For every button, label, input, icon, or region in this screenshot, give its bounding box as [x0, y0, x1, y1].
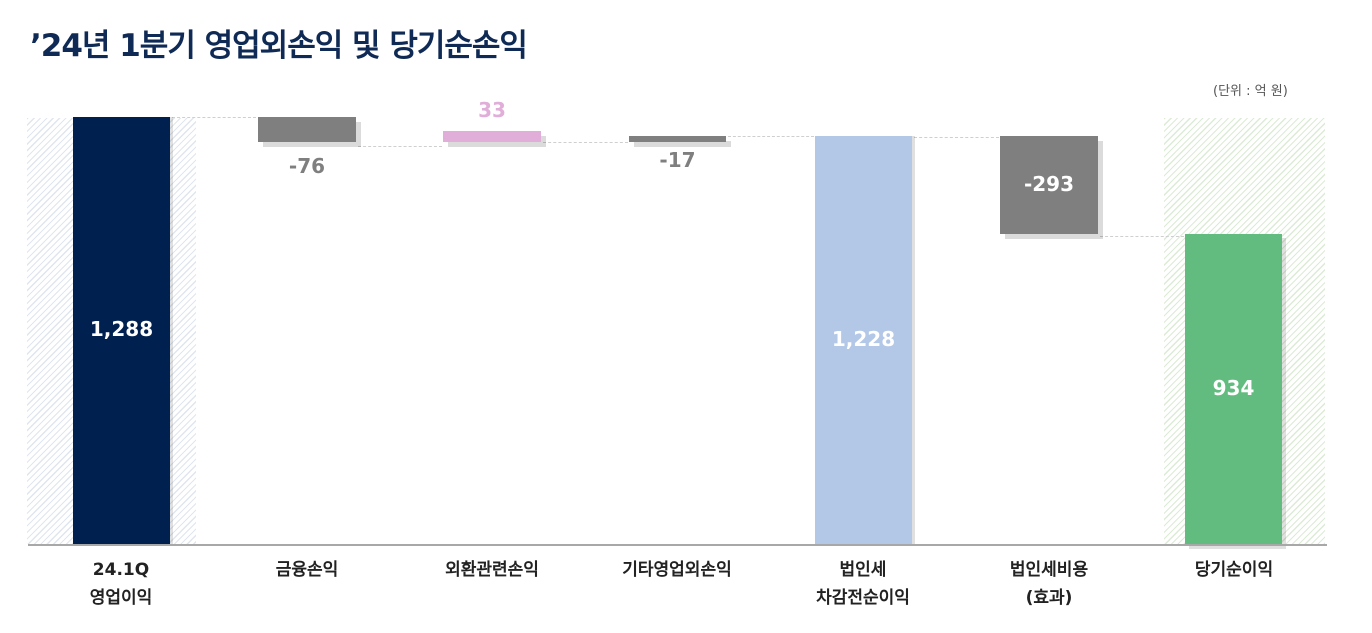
- bar-net-income: [1185, 234, 1282, 545]
- x-label-income-tax: 법인세비용 (효과): [1009, 560, 1089, 608]
- x-label-fx-gain-loss: 외환관련손익: [445, 560, 539, 580]
- x-label-financial-gain-loss: 금융손익: [275, 560, 339, 580]
- bar-fx-gain-loss: [443, 131, 541, 142]
- bar-other-non-operating: [629, 136, 726, 142]
- value-label-net-income: 934: [1212, 376, 1255, 400]
- connector-line: [543, 142, 628, 143]
- bar-income-tax: [1000, 136, 1098, 234]
- chart-title: ’24년 1분기 영업외손익 및 당기순손익: [30, 28, 528, 64]
- connector-line: [358, 146, 442, 147]
- x-label-pretax-income: 법인세 차감전순이익: [816, 560, 910, 608]
- value-label-other-non-operating: -17: [659, 148, 696, 172]
- value-label-fx-gain-loss: 33: [478, 98, 506, 122]
- bar-pretax-income: [815, 136, 912, 545]
- value-label-income-tax: -293: [1023, 172, 1075, 196]
- x-axis-baseline: [28, 544, 1327, 546]
- bar-financial-gain-loss: [258, 117, 356, 142]
- unit-label: (단위 : 억 원): [1213, 84, 1288, 99]
- x-label-net-income: 당기순이익: [1194, 560, 1274, 580]
- x-label-operating-profit: 24.1Q 영업이익: [89, 560, 153, 608]
- connector-line: [172, 117, 256, 118]
- x-label-other-non-operating: 기타영업외손익: [622, 560, 732, 580]
- connector-line: [1100, 236, 1184, 237]
- connector-line: [728, 136, 814, 137]
- connector-line: [914, 137, 999, 138]
- value-label-operating-profit: 1,288: [89, 317, 154, 341]
- value-label-financial-gain-loss: -76: [288, 154, 326, 178]
- value-label-pretax-income: 1,228: [831, 327, 896, 351]
- bar-operating-profit: [73, 117, 170, 545]
